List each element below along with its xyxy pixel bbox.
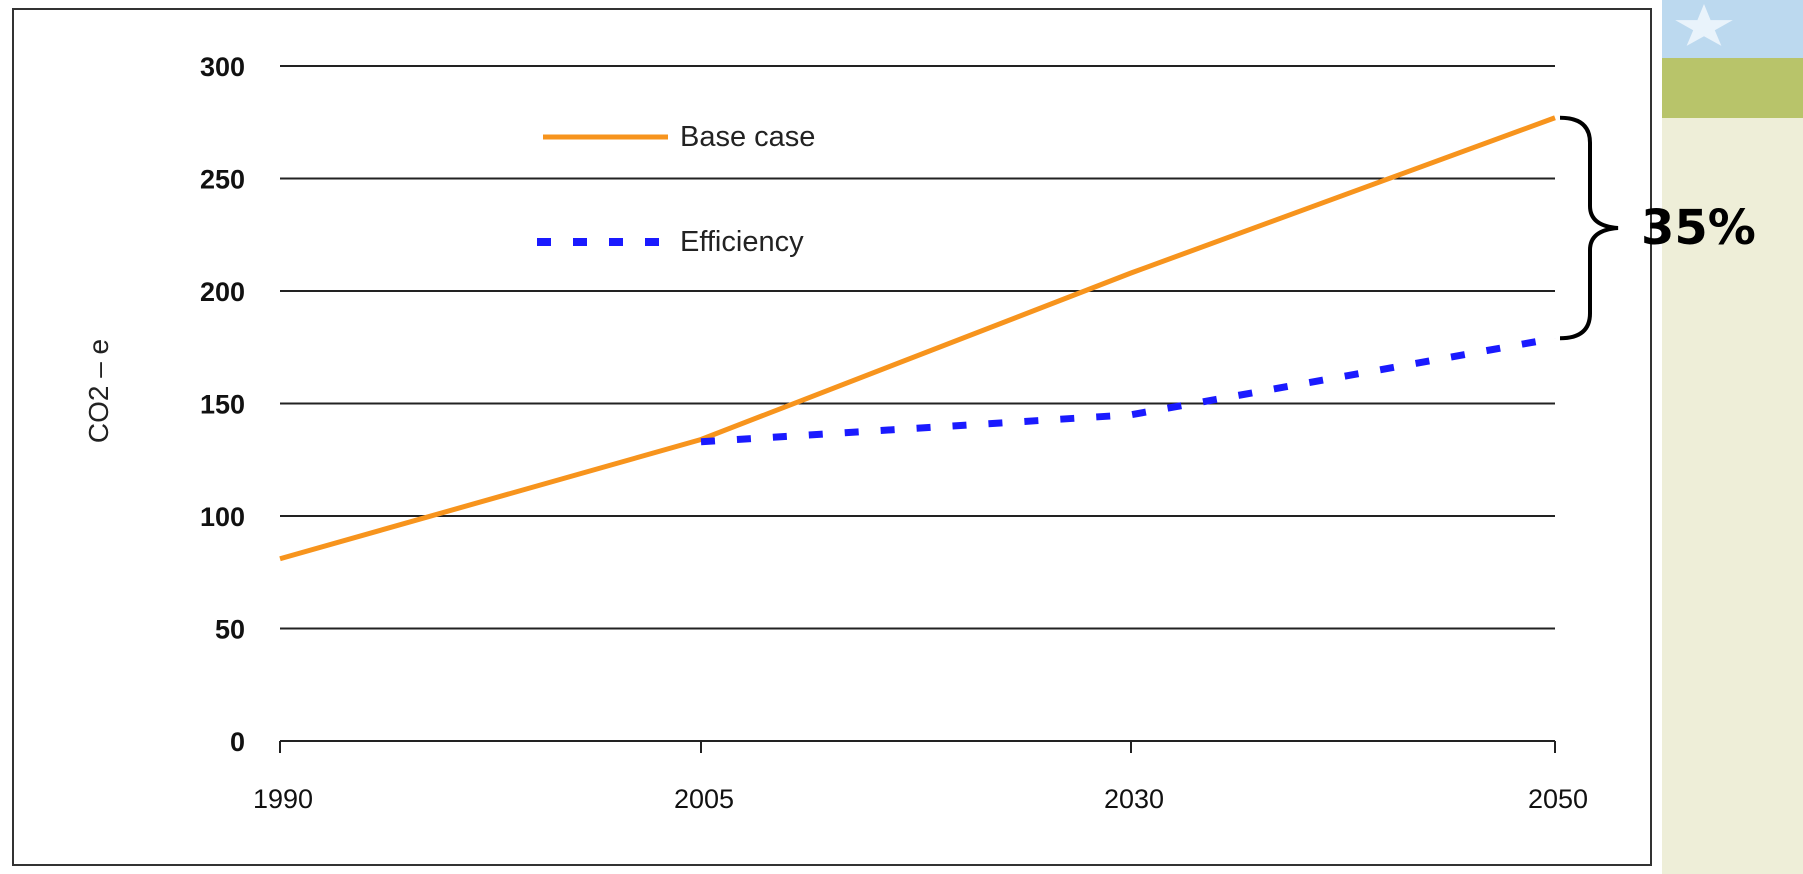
landscape-decoration-icon xyxy=(1662,0,1803,874)
legend-label: Base case xyxy=(680,121,815,153)
legend: Base case Efficiency xyxy=(537,121,815,258)
y-tick-label: 100 xyxy=(200,502,245,532)
annotations: 35% xyxy=(1559,115,1756,341)
series xyxy=(279,115,1556,562)
y-tick-label: 300 xyxy=(200,52,245,82)
chart-frame xyxy=(12,8,1652,866)
sky-band xyxy=(1662,0,1803,60)
y-axis-title: CO2 – e xyxy=(83,339,114,443)
x-tick-label: 2050 xyxy=(1528,784,1588,814)
y-tick-label: 200 xyxy=(200,277,245,307)
x-tick-label: 1990 xyxy=(253,784,313,814)
x-tick-label: 2030 xyxy=(1104,784,1164,814)
y-tick-label: 250 xyxy=(200,165,245,195)
annotation-label: 35% xyxy=(1641,200,1756,256)
grass-band xyxy=(1662,58,1803,118)
y-tick-label: 150 xyxy=(200,390,245,420)
grid-lines xyxy=(280,65,1555,630)
axes: 0 50 100 150 200 250 300 1990 2005 2030 2050 xyxy=(200,52,1588,814)
x-tick-label: 2005 xyxy=(674,784,734,814)
brace-annotation xyxy=(1559,115,1619,341)
series-line-0 xyxy=(279,115,1556,562)
y-tick-label: 0 xyxy=(230,727,245,757)
y-tick-label: 50 xyxy=(215,615,245,645)
legend-label: Efficiency xyxy=(680,226,804,258)
